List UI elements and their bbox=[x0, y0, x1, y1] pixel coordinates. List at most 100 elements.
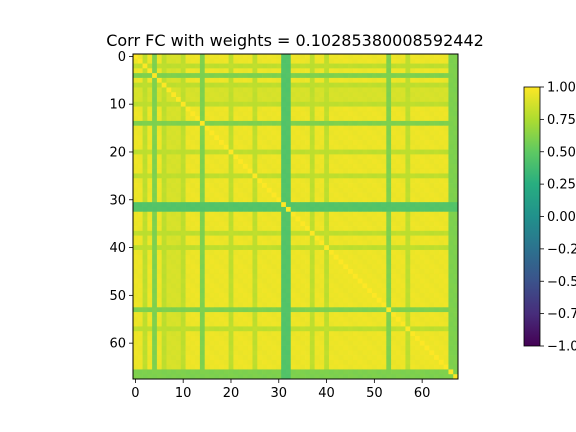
heatmap-cell bbox=[209, 321, 215, 327]
heatmap-cell bbox=[419, 369, 425, 375]
heatmap-cell bbox=[443, 335, 449, 342]
heatmap-cell bbox=[290, 283, 296, 289]
heatmap-cell bbox=[319, 82, 325, 88]
heatmap-cell bbox=[333, 369, 339, 375]
heatmap-cell bbox=[285, 178, 292, 184]
heatmap-cell bbox=[161, 269, 167, 275]
heatmap-cell bbox=[271, 144, 277, 150]
heatmap-cell bbox=[137, 221, 143, 227]
heatmap-cell bbox=[410, 245, 416, 251]
heatmap-cell bbox=[371, 369, 378, 375]
heatmap-cell bbox=[324, 259, 330, 265]
heatmap-cell bbox=[171, 178, 177, 184]
heatmap-cell bbox=[376, 54, 382, 60]
heatmap-cell bbox=[419, 340, 425, 346]
heatmap-cell bbox=[166, 68, 172, 74]
heatmap-cell bbox=[228, 144, 234, 150]
heatmap-cell bbox=[414, 82, 421, 88]
heatmap-cell bbox=[319, 116, 325, 122]
heatmap-cell bbox=[381, 278, 387, 284]
heatmap-cell bbox=[214, 163, 220, 170]
heatmap-cell bbox=[137, 63, 143, 69]
heatmap-cell bbox=[453, 77, 459, 84]
heatmap-cell bbox=[314, 178, 320, 184]
heatmap-cell bbox=[319, 149, 325, 155]
heatmap-cell bbox=[180, 326, 186, 332]
heatmap-cell bbox=[434, 101, 440, 107]
heatmap-cell bbox=[171, 335, 177, 342]
heatmap-cell bbox=[424, 273, 430, 279]
heatmap-cell bbox=[300, 374, 306, 380]
heatmap-cell bbox=[242, 82, 249, 88]
heatmap-cell bbox=[424, 355, 430, 361]
heatmap-cell bbox=[295, 178, 301, 184]
heatmap-cell bbox=[147, 292, 153, 299]
heatmap-cell bbox=[195, 374, 201, 380]
heatmap-cell bbox=[262, 345, 268, 351]
heatmap-cell bbox=[238, 316, 244, 322]
heatmap-cell bbox=[133, 140, 139, 146]
heatmap-cell bbox=[434, 183, 440, 189]
heatmap-cell bbox=[438, 249, 445, 256]
heatmap-cell bbox=[195, 101, 201, 107]
heatmap-cell bbox=[319, 106, 325, 112]
heatmap-cell bbox=[142, 245, 148, 251]
heatmap-cell bbox=[199, 77, 206, 84]
heatmap-cell bbox=[453, 302, 459, 308]
heatmap-cell bbox=[133, 221, 139, 227]
heatmap-cell bbox=[395, 82, 401, 88]
heatmap-cell bbox=[448, 359, 454, 366]
heatmap-cell bbox=[281, 173, 287, 179]
heatmap-cell bbox=[262, 269, 268, 275]
heatmap-cell bbox=[328, 316, 335, 322]
heatmap-cell bbox=[391, 130, 397, 136]
heatmap-cell bbox=[257, 350, 263, 356]
heatmap-cell bbox=[386, 254, 392, 260]
heatmap-cell bbox=[133, 316, 139, 322]
heatmap-cell bbox=[453, 297, 459, 303]
heatmap-cell bbox=[362, 355, 368, 361]
heatmap-cell bbox=[185, 283, 191, 289]
heatmap-cell bbox=[443, 297, 449, 303]
heatmap-cell bbox=[176, 120, 182, 127]
heatmap-cell bbox=[314, 288, 320, 294]
heatmap-cell bbox=[262, 54, 268, 60]
heatmap-cell bbox=[314, 159, 320, 165]
heatmap-cell bbox=[381, 359, 387, 366]
heatmap-cell bbox=[319, 154, 325, 160]
heatmap-cell bbox=[204, 120, 210, 127]
heatmap-cell bbox=[395, 273, 401, 279]
heatmap-cell bbox=[381, 211, 387, 217]
heatmap-cell bbox=[156, 58, 163, 64]
heatmap-cell bbox=[405, 159, 411, 165]
heatmap-cell bbox=[386, 202, 392, 208]
heatmap-cell bbox=[176, 307, 182, 313]
heatmap-cell bbox=[247, 101, 253, 107]
heatmap-cell bbox=[281, 355, 287, 361]
heatmap-cell bbox=[252, 130, 258, 136]
heatmap-cell bbox=[352, 87, 358, 93]
heatmap-cell bbox=[161, 259, 167, 265]
heatmap-cell bbox=[438, 159, 445, 165]
heatmap-cell bbox=[281, 288, 287, 294]
heatmap-cell bbox=[352, 63, 358, 69]
heatmap-cell bbox=[185, 355, 191, 361]
heatmap-cell bbox=[324, 187, 330, 193]
heatmap-cell bbox=[338, 63, 344, 69]
heatmap-cell bbox=[209, 273, 215, 279]
heatmap-cell bbox=[242, 312, 249, 318]
heatmap-cell bbox=[453, 264, 459, 270]
heatmap-cell bbox=[257, 254, 263, 260]
heatmap-cell bbox=[147, 82, 153, 88]
heatmap-cell bbox=[338, 326, 344, 332]
heatmap-cell bbox=[142, 211, 148, 217]
heatmap-cell bbox=[438, 264, 445, 270]
heatmap-cell bbox=[142, 369, 148, 375]
heatmap-cell bbox=[290, 302, 296, 308]
heatmap-cell bbox=[195, 292, 201, 299]
heatmap-cell bbox=[400, 235, 406, 241]
heatmap-cell bbox=[400, 197, 406, 203]
heatmap-cell bbox=[309, 230, 315, 236]
heatmap-cell bbox=[195, 140, 201, 146]
heatmap-cell bbox=[405, 331, 411, 337]
